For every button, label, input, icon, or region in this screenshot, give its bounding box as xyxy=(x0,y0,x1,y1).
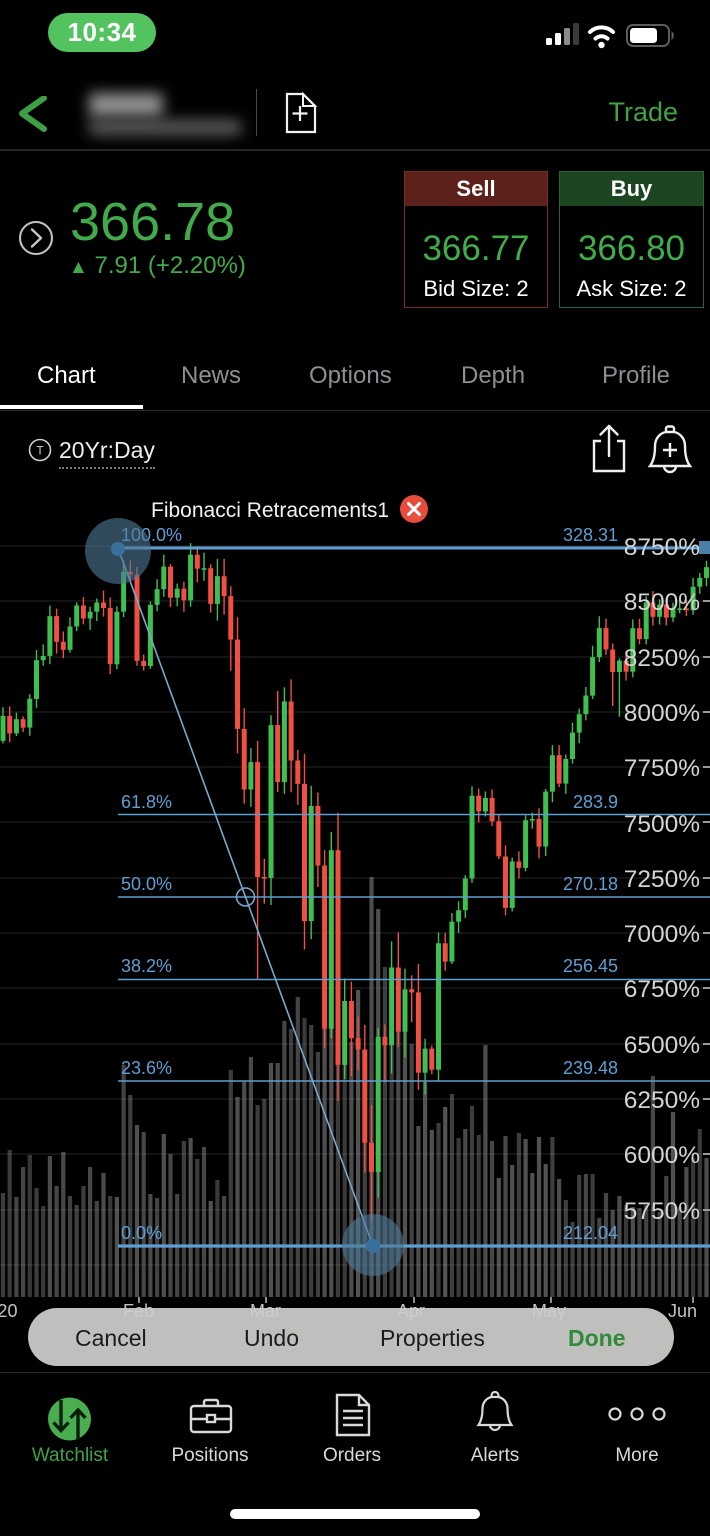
svg-text:239.48: 239.48 xyxy=(563,1058,618,1078)
svg-text:256.45: 256.45 xyxy=(563,956,618,976)
svg-text:8500%: 8500% xyxy=(624,589,700,616)
svg-text:328.31: 328.31 xyxy=(563,525,618,545)
svg-text:6000%: 6000% xyxy=(624,1142,700,1169)
svg-text:5750%: 5750% xyxy=(624,1198,700,1225)
svg-text:50.0%: 50.0% xyxy=(121,874,172,894)
svg-text:23.6%: 23.6% xyxy=(121,1058,172,1078)
svg-text:8000%: 8000% xyxy=(624,700,700,727)
svg-text:7000%: 7000% xyxy=(624,921,700,948)
svg-text:6750%: 6750% xyxy=(624,976,700,1003)
svg-text:8250%: 8250% xyxy=(624,645,700,672)
svg-text:T: T xyxy=(36,444,44,458)
svg-text:6500%: 6500% xyxy=(624,1032,700,1059)
svg-text:283.9: 283.9 xyxy=(573,792,618,812)
svg-text:270.18: 270.18 xyxy=(563,874,618,894)
svg-text:7500%: 7500% xyxy=(624,811,700,838)
svg-text:212.04: 212.04 xyxy=(563,1223,618,1243)
svg-text:7250%: 7250% xyxy=(624,866,700,893)
svg-text:0.0%: 0.0% xyxy=(121,1223,162,1243)
svg-text:7750%: 7750% xyxy=(624,755,700,782)
svg-text:38.2%: 38.2% xyxy=(121,956,172,976)
svg-text:6250%: 6250% xyxy=(624,1087,700,1114)
svg-text:61.8%: 61.8% xyxy=(121,792,172,812)
svg-text:Fibonacci Retracements1: Fibonacci Retracements1 xyxy=(151,499,389,522)
svg-text:8750%: 8750% xyxy=(624,534,700,561)
